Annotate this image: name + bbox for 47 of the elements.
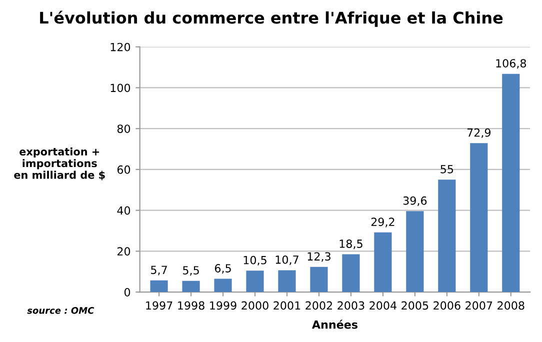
data-label: 10,7 (276, 255, 298, 266)
y-tick-label: 60 (117, 165, 130, 174)
x-tick-label: 1997 (146, 301, 172, 310)
bar (182, 280, 200, 292)
x-tick-label: 2003 (338, 301, 364, 310)
data-label: 72,9 (467, 128, 490, 138)
data-label: 18,5 (340, 240, 362, 250)
x-tick-label: 1999 (210, 301, 236, 310)
x-tick-label: 2001 (274, 301, 300, 310)
y-tick-label: 100 (110, 84, 130, 92)
data-label: 55 (440, 165, 454, 174)
bar (406, 211, 424, 292)
source-note: source : OMC (27, 307, 94, 314)
data-label: 29,2 (371, 218, 394, 228)
bar (246, 270, 264, 292)
data-label: 106,8 (496, 59, 526, 69)
bar (310, 266, 328, 292)
data-label: 6,5 (214, 264, 231, 274)
bar (470, 143, 488, 292)
x-tick-label: 2002 (306, 301, 332, 310)
bar (342, 254, 360, 292)
x-tick-label: 2005 (402, 301, 428, 310)
y-tick-label: 80 (117, 124, 130, 133)
x-tick-label: 1998 (178, 301, 204, 310)
bar (438, 180, 456, 292)
bar (502, 74, 520, 292)
y-tick-label: 40 (117, 206, 130, 215)
bar (150, 280, 168, 292)
x-tick-label: 2008 (498, 301, 524, 310)
x-axis-title: Années (312, 320, 358, 329)
bar (214, 278, 232, 292)
y-axis-title: exportation + importations en milliard de $ (14, 147, 105, 180)
y-tick-label: 0 (124, 288, 130, 296)
y-tick-label: 120 (110, 42, 130, 52)
chart-title: L'évolution du commerce entre l'Afrique et la Chine (40, 10, 503, 27)
data-label: 5,5 (183, 266, 199, 276)
data-label: 5,7 (151, 266, 167, 276)
x-tick-label: 2000 (242, 301, 268, 310)
y-tick-label: 20 (117, 247, 130, 256)
data-label: 39,6 (403, 196, 427, 206)
x-tick-label: 2006 (434, 301, 460, 310)
x-tick-label: 2007 (466, 301, 492, 310)
data-label: 10,5 (244, 256, 266, 266)
bar (278, 270, 296, 292)
bar (374, 232, 392, 292)
x-tick-label: 2004 (370, 301, 396, 310)
data-label: 12,3 (308, 252, 330, 262)
